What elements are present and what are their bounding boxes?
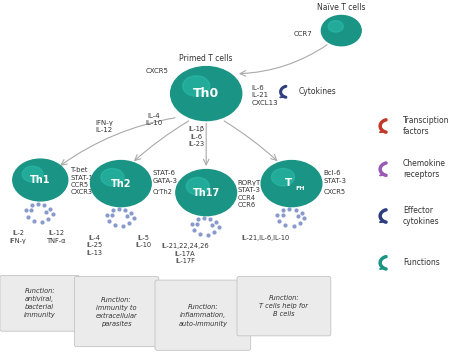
Text: STAT-6
GATA-3: STAT-6 GATA-3	[152, 170, 177, 184]
Circle shape	[321, 15, 361, 46]
Text: Transciption
factors: Transciption factors	[403, 116, 449, 136]
FancyBboxPatch shape	[0, 275, 80, 331]
Text: Th2: Th2	[110, 179, 131, 189]
Text: T: T	[284, 178, 292, 188]
Text: Primed T cells: Primed T cells	[180, 54, 233, 63]
Text: Th17: Th17	[192, 188, 220, 198]
Text: IL-4
IL-25
IL-13: IL-4 IL-25 IL-13	[87, 235, 103, 256]
Text: Function:
immunity to
extracellular
parasites: Function: immunity to extracellular para…	[96, 297, 137, 327]
Text: Chemokine
receptors: Chemokine receptors	[403, 159, 446, 179]
Text: IFN-γ
IL-12: IFN-γ IL-12	[95, 120, 113, 134]
Text: Effector
cytokines: Effector cytokines	[403, 206, 439, 226]
Text: Functions: Functions	[403, 258, 440, 267]
Text: FH: FH	[296, 186, 305, 192]
Text: CXCR5: CXCR5	[323, 189, 346, 195]
Text: Naïve T cells: Naïve T cells	[317, 3, 365, 12]
Circle shape	[101, 168, 124, 186]
Circle shape	[13, 159, 68, 201]
Text: CCR4
CCR6: CCR4 CCR6	[237, 195, 255, 208]
Text: Bcl-6
STAT-3: Bcl-6 STAT-3	[323, 170, 346, 184]
Text: CCR5
CXCR3: CCR5 CXCR3	[70, 182, 92, 195]
Text: T-bet
STAT-1: T-bet STAT-1	[70, 167, 93, 181]
Text: Th0: Th0	[193, 87, 219, 100]
Text: Th1: Th1	[30, 175, 51, 185]
Text: CrTh2: CrTh2	[152, 189, 172, 195]
FancyBboxPatch shape	[155, 280, 251, 350]
FancyBboxPatch shape	[74, 276, 159, 347]
Text: IL-2
IFN-γ: IL-2 IFN-γ	[9, 230, 27, 244]
Text: CXCR5: CXCR5	[146, 68, 168, 74]
Text: IL-6
IL-21
CXCL13: IL-6 IL-21 CXCL13	[251, 85, 278, 106]
Text: IL-4
IL-10: IL-4 IL-10	[146, 113, 163, 126]
Text: IL-12
TNF-α: IL-12 TNF-α	[47, 230, 67, 244]
Text: CCR7: CCR7	[294, 31, 313, 37]
Circle shape	[171, 67, 242, 121]
Circle shape	[182, 76, 210, 96]
Text: RORγT
STAT-3: RORγT STAT-3	[237, 180, 261, 193]
Text: IL-5
IL-10: IL-5 IL-10	[135, 235, 151, 248]
Circle shape	[272, 168, 294, 186]
Circle shape	[328, 21, 343, 32]
Text: IL-1β
IL-6
IL-23: IL-1β IL-6 IL-23	[189, 126, 205, 147]
Circle shape	[176, 170, 237, 216]
Text: Function:
antiviral,
bacterial
immunity: Function: antiviral, bacterial immunity	[24, 288, 55, 318]
Circle shape	[186, 177, 209, 195]
Text: IL-21,IL-6,IL-10: IL-21,IL-6,IL-10	[241, 235, 290, 241]
Circle shape	[261, 161, 322, 207]
Text: IL-21,22,24,26
IL-17A
IL-17F: IL-21,22,24,26 IL-17A IL-17F	[161, 243, 209, 264]
Circle shape	[22, 166, 43, 182]
Text: Function:
inflammation,
auto-immunity: Function: inflammation, auto-immunity	[178, 304, 228, 327]
Text: Function:
T cells help for
B cells: Function: T cells help for B cells	[259, 295, 309, 317]
Circle shape	[91, 161, 151, 207]
Text: Cytokines: Cytokines	[299, 86, 337, 95]
FancyBboxPatch shape	[237, 276, 331, 336]
